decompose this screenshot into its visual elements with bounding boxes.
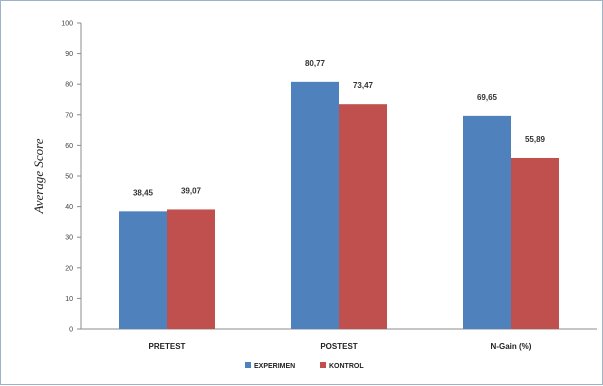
- bar: [291, 81, 339, 329]
- bar: [119, 211, 167, 329]
- category-label: POSTEST: [320, 342, 357, 351]
- y-tick-label: 20: [65, 265, 73, 272]
- y-tick-label: 100: [61, 21, 73, 28]
- bar: [511, 157, 559, 329]
- y-tick-label: 70: [65, 112, 73, 119]
- y-tick-label: 0: [69, 327, 73, 334]
- data-label: 69,65: [477, 93, 498, 102]
- y-axis-label: Average Score: [31, 138, 46, 214]
- data-label: 73,47: [353, 81, 374, 90]
- data-label: 38,45: [133, 188, 154, 197]
- legend-label: EXPERIMEN: [254, 363, 295, 370]
- bars: 38,45 39,07 80,77 73,47 69,65 55,89: [119, 59, 559, 330]
- y-tick-label: 30: [65, 235, 73, 242]
- bar: [463, 115, 511, 329]
- legend-label: KONTROL: [329, 363, 364, 370]
- bar: [167, 209, 215, 329]
- y-tick-label: 50: [65, 174, 73, 181]
- y-tick-label: 90: [65, 51, 73, 58]
- y-tick-label: 80: [65, 82, 73, 89]
- bar: [339, 104, 387, 330]
- y-tick-label: 60: [65, 143, 73, 150]
- y-tick-label: 40: [65, 204, 73, 211]
- data-label: 39,07: [181, 186, 202, 195]
- category-labels: PRETEST POSTEST N-Gain (%): [149, 342, 532, 351]
- y-tick-label: 10: [65, 296, 73, 303]
- y-axis-ticks: 0 10 20 30 40 50 60 70 80 90 100: [61, 21, 81, 334]
- category-label: N-Gain (%): [491, 342, 532, 351]
- category-label: PRETEST: [149, 342, 186, 351]
- data-label: 80,77: [305, 59, 326, 68]
- legend-swatch: [245, 362, 251, 368]
- legend: EXPERIMEN KONTROL: [245, 362, 364, 370]
- data-label: 55,89: [525, 135, 546, 144]
- legend-swatch: [320, 362, 326, 368]
